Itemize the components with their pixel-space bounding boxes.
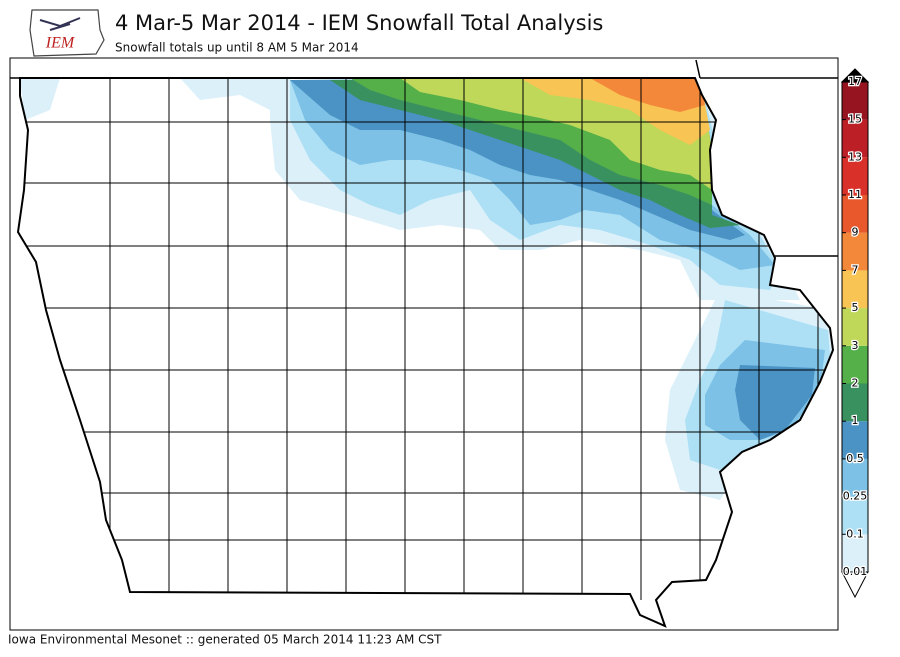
colorbar-label: 7 [852, 263, 859, 276]
colorbar-bin [842, 421, 868, 459]
colorbar-bin [842, 345, 868, 384]
neighbor-borders [10, 59, 838, 257]
colorbar-bin [842, 270, 868, 309]
colorbar-label: 11 [848, 188, 862, 201]
title: 4 Mar-5 Mar 2014 - IEM Snowfall Total An… [115, 11, 603, 35]
colorbar-bin [842, 458, 868, 497]
colorbar-bin [842, 232, 868, 271]
colorbar-bin [842, 534, 868, 572]
subtitle: Snowfall totals up until 8 AM 5 Mar 2014 [115, 41, 359, 55]
state-outline [16, 77, 835, 628]
colorbar-label: 13 [848, 150, 862, 163]
colorbar-bin [842, 81, 868, 120]
colorbar-label: 0.25 [843, 490, 868, 503]
colorbar-label: 9 [852, 226, 859, 239]
colorbar-label: 15 [848, 113, 862, 126]
colorbar: 0.01 0.1 0.25 0.5 1 2 3 5 7 9 11 13 15 17 [840, 68, 870, 599]
snow-area [590, 78, 705, 112]
colorbar-label: 1 [852, 414, 859, 427]
colorbar-bin [842, 496, 868, 535]
colorbar-bin [842, 195, 868, 233]
logo: IEM [29, 9, 105, 57]
colorbar-label: 3 [852, 339, 859, 352]
colorbar-label: 2 [852, 377, 859, 390]
colorbar-label: 0.5 [846, 452, 864, 465]
footer: Iowa Environmental Mesonet :: generated … [8, 633, 442, 647]
colorbar-label: 0.1 [846, 527, 864, 540]
colorbar-frame [841, 81, 869, 573]
logo-text: IEM [45, 35, 76, 52]
colorbar-bin [842, 119, 868, 158]
colorbar-label: 17 [848, 75, 862, 88]
colorbar-bin [842, 308, 868, 346]
colorbar-label: 5 [852, 301, 859, 314]
colorbar-label: 0.01 [843, 565, 868, 578]
colorbar-bin [842, 383, 868, 422]
colorbar-bin [842, 157, 868, 195]
